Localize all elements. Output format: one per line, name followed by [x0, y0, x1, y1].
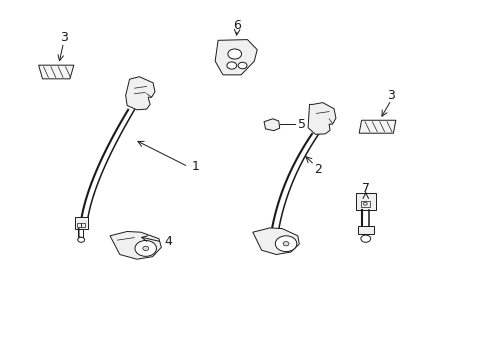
- Polygon shape: [39, 65, 74, 79]
- Text: 5: 5: [298, 118, 305, 131]
- Text: 3: 3: [386, 89, 394, 102]
- Polygon shape: [215, 40, 257, 75]
- Circle shape: [226, 62, 236, 69]
- Text: 7: 7: [361, 183, 369, 195]
- Bar: [81, 223, 85, 227]
- Bar: [75, 217, 87, 229]
- Polygon shape: [307, 103, 335, 134]
- Polygon shape: [125, 77, 155, 110]
- Polygon shape: [358, 120, 395, 133]
- Bar: [357, 226, 373, 234]
- Circle shape: [227, 49, 241, 59]
- Bar: [77, 223, 81, 227]
- Text: 3: 3: [60, 31, 67, 44]
- Circle shape: [135, 240, 156, 256]
- Bar: [360, 201, 369, 207]
- Text: 1: 1: [191, 160, 199, 173]
- Circle shape: [142, 246, 148, 251]
- Text: 4: 4: [164, 235, 172, 248]
- Polygon shape: [252, 228, 299, 255]
- Polygon shape: [264, 119, 279, 131]
- Circle shape: [283, 242, 288, 246]
- Circle shape: [360, 235, 370, 242]
- Bar: [355, 193, 375, 210]
- Text: 2: 2: [313, 163, 321, 176]
- Circle shape: [238, 62, 246, 69]
- Circle shape: [78, 237, 84, 242]
- Circle shape: [275, 236, 296, 252]
- Polygon shape: [110, 231, 161, 259]
- Text: 6: 6: [233, 19, 241, 32]
